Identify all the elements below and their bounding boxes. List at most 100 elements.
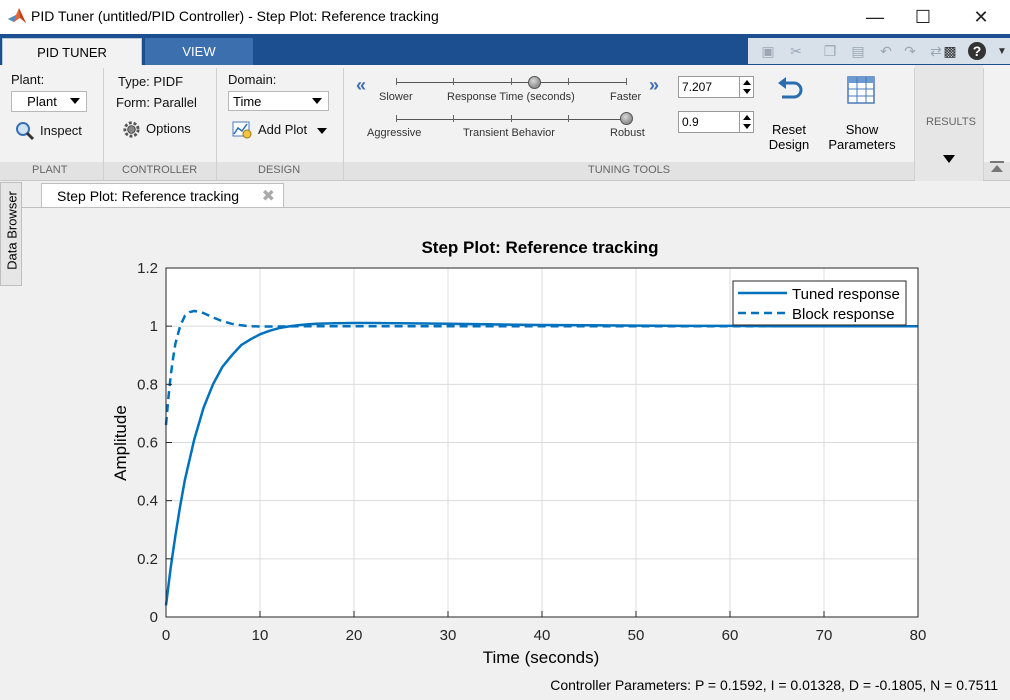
close-button[interactable]: ✕ <box>973 6 989 27</box>
plant-dropdown[interactable]: Plant <box>11 91 87 112</box>
tick <box>511 115 512 122</box>
results-panel[interactable]: RESULTS <box>915 65 983 181</box>
undo-icon[interactable]: ↶ <box>880 42 892 59</box>
domain-dropdown[interactable]: Time <box>228 91 329 111</box>
quick-access-toolbar: ▣ ✂ ❐ ▤ ↶ ↷ ⇄ ▩ ? ▼ <box>748 38 1010 64</box>
collapse-bar <box>990 161 1004 163</box>
plant-dropdown-value: Plant <box>27 94 57 109</box>
tick <box>453 78 454 85</box>
x-axis: 0 10 20 30 40 50 60 70 80 <box>162 611 927 644</box>
window-title: PID Tuner (untitled/PID Controller) - St… <box>31 8 439 24</box>
y-axis: 0 0.2 0.4 0.6 0.8 1 1.2 <box>137 260 172 626</box>
add-plot-label: Add Plot <box>258 122 308 137</box>
table-icon <box>847 76 875 104</box>
save-icon[interactable]: ▣ <box>761 42 775 59</box>
minimize-button[interactable]: — <box>866 6 884 27</box>
reset-label-line2: Design <box>768 137 810 152</box>
slider-label-transient-behavior: Transient Behavior <box>463 127 555 139</box>
response-time-spinner[interactable]: 7.207 <box>678 76 754 98</box>
y-tick-label: 0.8 <box>137 376 158 393</box>
controller-parameters-status: Controller Parameters: P = 0.1592, I = 0… <box>550 677 998 693</box>
tick <box>568 78 569 85</box>
tab-view[interactable]: VIEW <box>145 38 253 65</box>
transient-behavior-value: 0.9 <box>682 115 699 129</box>
show-parameters-line2: Parameters <box>828 137 896 152</box>
step-plot-chart: Step Plot: Reference tracking 0 10 20 30 40 5… <box>111 238 927 667</box>
inspect-button[interactable]: Inspect <box>15 120 100 142</box>
divider <box>343 68 344 180</box>
slower-arrow-icon[interactable]: « <box>356 75 367 95</box>
tab-pid-tuner[interactable]: PID TUNER <box>2 38 142 65</box>
paste-icon[interactable]: ▤ <box>851 42 865 59</box>
tick <box>453 115 454 122</box>
data-browser-tab[interactable]: Data Browser <box>0 182 22 286</box>
x-tick-label: 20 <box>346 627 363 644</box>
section-results: RESULTS <box>926 116 976 128</box>
section-design: DESIGN <box>258 164 301 176</box>
controller-type: Type: PIDF <box>118 74 184 89</box>
divider <box>983 68 984 180</box>
window-layout-icon[interactable]: ▩ <box>943 42 957 59</box>
x-axis-label: Time (seconds) <box>483 648 600 667</box>
slider-label-faster: Faster <box>610 91 642 103</box>
spinner-arrows[interactable] <box>739 112 753 132</box>
transient-behavior-spinner[interactable]: 0.9 <box>678 111 754 133</box>
faster-arrow-icon[interactable]: » <box>649 75 660 95</box>
domain-dropdown-value: Time <box>233 93 262 109</box>
collapse-ribbon-button[interactable] <box>990 161 1006 175</box>
slider-label-response-time: Response Time (seconds) <box>447 91 575 103</box>
document-tab[interactable]: Step Plot: Reference tracking ✖ <box>41 183 284 208</box>
x-tick-label: 80 <box>910 627 927 644</box>
spinner-arrows[interactable] <box>739 77 753 97</box>
section-controller: CONTROLLER <box>122 164 198 176</box>
y-tick-label: 1 <box>150 318 158 335</box>
tick <box>626 78 627 85</box>
ribbon-tab-row: PID TUNER VIEW ▣ ✂ ❐ ▤ ↶ ↷ ⇄ ▩ ? ▼ <box>0 34 1010 65</box>
show-parameters-button[interactable]: Show Parameters <box>824 73 900 155</box>
x-tick-label: 50 <box>628 627 645 644</box>
maximize-button[interactable]: ☐ <box>914 6 932 27</box>
add-plot-icon <box>232 121 252 139</box>
legend-box <box>732 280 907 326</box>
chevron-up-icon <box>991 165 1003 172</box>
response-time-value: 7.207 <box>682 80 713 94</box>
legend[interactable]: Tuned response Block response <box>732 280 907 326</box>
tick <box>511 78 512 85</box>
chevron-down-icon <box>312 98 322 104</box>
section-plant: PLANT <box>32 164 68 176</box>
section-label-bar <box>0 162 1010 180</box>
chevron-down-icon <box>70 98 80 104</box>
options-button[interactable]: Options <box>122 119 202 141</box>
x-tick-label: 10 <box>252 627 269 644</box>
help-icon[interactable]: ? <box>968 42 986 60</box>
options-label: Options <box>146 121 191 136</box>
qat-dropdown-icon[interactable]: ▼ <box>997 45 1007 57</box>
series-layer <box>164 309 918 606</box>
slider-label-slower: Slower <box>379 91 413 103</box>
reset-icon <box>778 77 803 99</box>
behavior-slider-knob[interactable] <box>619 112 633 125</box>
copy-icon[interactable]: ❐ <box>823 42 837 59</box>
y-tick-label: 0.4 <box>137 493 158 510</box>
response-slider-knob[interactable] <box>527 76 541 89</box>
title-bar: PID Tuner (untitled/PID Controller) - St… <box>0 0 1010 34</box>
close-tab-icon[interactable]: ✖ <box>261 188 275 205</box>
add-plot-button[interactable]: Add Plot <box>232 119 332 141</box>
x-tick-label: 40 <box>534 627 551 644</box>
y-tick-label: 0.2 <box>137 551 158 568</box>
slider-label-aggressive: Aggressive <box>367 127 422 139</box>
x-tick-label: 30 <box>440 627 457 644</box>
tick <box>568 115 569 122</box>
redo-icon[interactable]: ↷ <box>904 42 916 59</box>
inspect-label: Inspect <box>40 123 82 138</box>
legend-label-tuned: Tuned response <box>792 286 900 303</box>
tick <box>396 115 397 122</box>
cut-icon[interactable]: ✂ <box>790 42 802 59</box>
chart-title: Step Plot: Reference tracking <box>421 238 658 257</box>
x-tick-label: 70 <box>816 627 833 644</box>
reset-design-button[interactable]: Reset Design <box>764 73 814 155</box>
ribbon: Plant: Plant Inspect PLANT Type: PIDF Fo… <box>0 65 1010 181</box>
show-parameters-line1: Show <box>845 122 879 137</box>
switch-windows-icon[interactable]: ⇄ <box>930 42 942 59</box>
x-tick-label: 0 <box>162 627 170 644</box>
